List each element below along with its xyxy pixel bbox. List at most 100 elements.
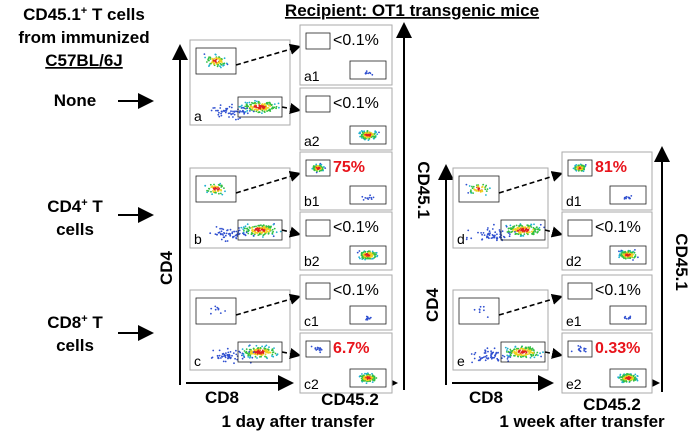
event-dot [242, 354, 245, 356]
event-dot [625, 197, 627, 200]
event-dot [369, 133, 372, 136]
event-dot [373, 135, 376, 138]
event-dot [629, 317, 631, 319]
event-dot [486, 188, 489, 191]
event-dot [315, 163, 318, 166]
event-dot [217, 58, 219, 60]
event-dot [248, 350, 251, 353]
event-dot [481, 238, 484, 241]
event-dot [257, 234, 260, 237]
event-dot [527, 231, 529, 234]
event-dot [508, 235, 511, 238]
event-dot [498, 229, 501, 231]
event-dot [629, 255, 632, 257]
event-dot [371, 376, 374, 379]
event-dot [631, 255, 633, 258]
gate-arrow [498, 293, 564, 316]
event-dot [510, 231, 513, 234]
event-dot [519, 347, 522, 350]
event-dot [219, 182, 222, 185]
event-dot [244, 225, 247, 228]
event-dot [367, 133, 370, 136]
event-dot [219, 232, 222, 235]
event-dot [630, 195, 633, 197]
event-dot [223, 64, 225, 66]
event-dot [214, 187, 216, 190]
event-dot [513, 348, 516, 351]
event-dot [210, 190, 212, 193]
event-dot [218, 231, 221, 234]
event-dot [220, 66, 222, 69]
event-dot [370, 198, 373, 201]
event-dot [260, 224, 262, 227]
event-dot [473, 357, 476, 360]
event-dot [358, 250, 361, 252]
event-dot [375, 131, 378, 134]
event-dot [219, 104, 222, 106]
gate-percent: <0.1% [595, 219, 641, 236]
event-dot [315, 168, 317, 171]
axis-label: CD45.1 [414, 161, 433, 219]
event-dot [583, 165, 586, 168]
event-dot [248, 345, 250, 347]
event-dot [246, 107, 249, 110]
event-dot [583, 349, 586, 352]
event-dot [271, 232, 274, 235]
event-dot [371, 372, 373, 375]
event-dot [243, 233, 245, 236]
panel-label: a1 [304, 68, 320, 84]
event-dot [310, 345, 313, 348]
event-dot [522, 348, 525, 351]
event-dot [491, 351, 494, 354]
event-dot [218, 187, 221, 190]
event-dot [530, 355, 533, 357]
event-dot [229, 228, 232, 231]
event-dot [487, 227, 489, 229]
plot-frame [299, 151, 393, 211]
event-dot [243, 350, 246, 352]
event-dot [362, 379, 365, 382]
event-dot [361, 255, 364, 257]
event-dot [224, 310, 227, 312]
event-dot [241, 110, 244, 113]
event-dot [279, 230, 282, 233]
event-dot [373, 375, 376, 378]
event-dot [483, 234, 486, 237]
panel-label: a [194, 108, 202, 124]
event-dot [239, 110, 241, 112]
event-dot [275, 107, 277, 110]
event-dot [584, 350, 587, 353]
event-dot [577, 170, 580, 172]
event-dot [485, 357, 488, 359]
gate [458, 297, 500, 325]
event-dot [364, 250, 367, 253]
event-dot [259, 226, 262, 229]
event-dot [271, 353, 274, 356]
event-dot [220, 230, 223, 233]
event-dot [373, 378, 376, 381]
event-dot [510, 352, 513, 355]
event-dot [521, 352, 524, 354]
event-dot [226, 63, 229, 66]
event-dot [540, 355, 542, 358]
event-dot [484, 350, 487, 353]
gate-arrow [235, 43, 302, 66]
event-dot [272, 223, 275, 226]
event-dot [252, 351, 255, 354]
event-dot [233, 111, 236, 113]
event-dot [272, 230, 274, 233]
event-dot [265, 228, 268, 231]
event-dot [366, 376, 369, 378]
event-dot [514, 346, 517, 348]
event-dot [580, 169, 583, 172]
event-dot [217, 190, 219, 193]
event-dot [538, 229, 541, 231]
event-dot [519, 353, 522, 356]
event-dot [208, 59, 210, 62]
plot-frame [299, 211, 393, 271]
event-dot [620, 249, 623, 252]
event-dot [275, 231, 278, 234]
event-dot [364, 253, 367, 256]
event-dot [632, 259, 634, 261]
event-dot [246, 109, 249, 112]
